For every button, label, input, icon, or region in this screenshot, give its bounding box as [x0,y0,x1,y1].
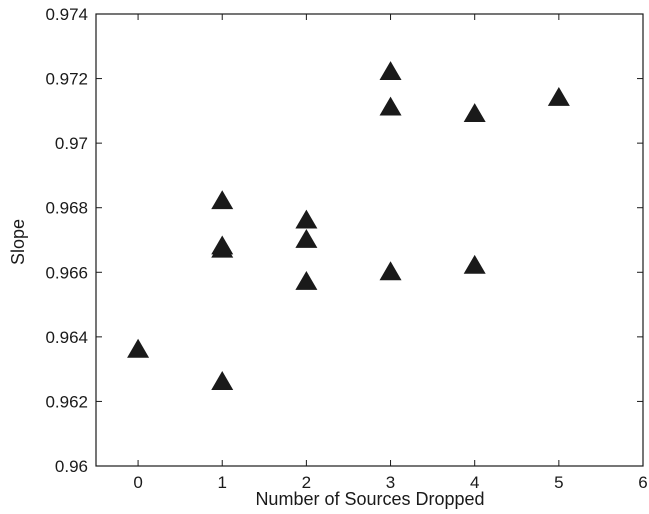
x-tick-label: 0 [133,473,142,492]
x-axis-label: Number of Sources Dropped [255,489,484,509]
data-points [127,61,570,390]
x-tick-label: 2 [302,473,311,492]
y-tick-labels: 0.96 0.962 0.964 0.966 0.968 0.97 0.972 0.974 [45,5,88,476]
y-tick-label: 0.974 [45,5,88,24]
x-tick-label: 6 [638,473,647,492]
triangle-marker [379,61,402,81]
triangle-marker [127,338,150,358]
triangle-marker [295,270,318,290]
y-tick-label: 0.968 [45,199,88,218]
y-tick-label: 0.96 [55,457,88,476]
x-tick-label: 3 [386,473,395,492]
axes [95,13,644,467]
triangle-marker [211,371,234,390]
triangle-marker [379,96,402,116]
x-tick-label: 1 [217,473,226,492]
triangle-marker [211,190,234,210]
triangle-marker [295,229,318,248]
tick-marks [96,13,644,467]
y-tick-label: 0.97 [55,134,88,153]
triangle-marker [295,209,318,229]
plot-frame [95,13,644,467]
x-tick-labels: 0 1 2 3 4 5 6 [133,473,647,492]
triangle-marker [463,103,486,123]
y-tick-label: 0.964 [45,328,88,347]
y-axis-label: Slope [8,219,28,265]
triangle-marker [211,238,234,258]
y-tick-label: 0.972 [45,70,88,89]
x-tick-label: 4 [470,473,479,492]
y-tick-label: 0.962 [45,392,88,411]
triangle-marker [463,254,486,274]
x-tick-label: 5 [554,473,563,492]
triangle-marker [547,86,570,106]
y-tick-label: 0.966 [45,263,88,282]
triangle-marker [379,261,402,281]
